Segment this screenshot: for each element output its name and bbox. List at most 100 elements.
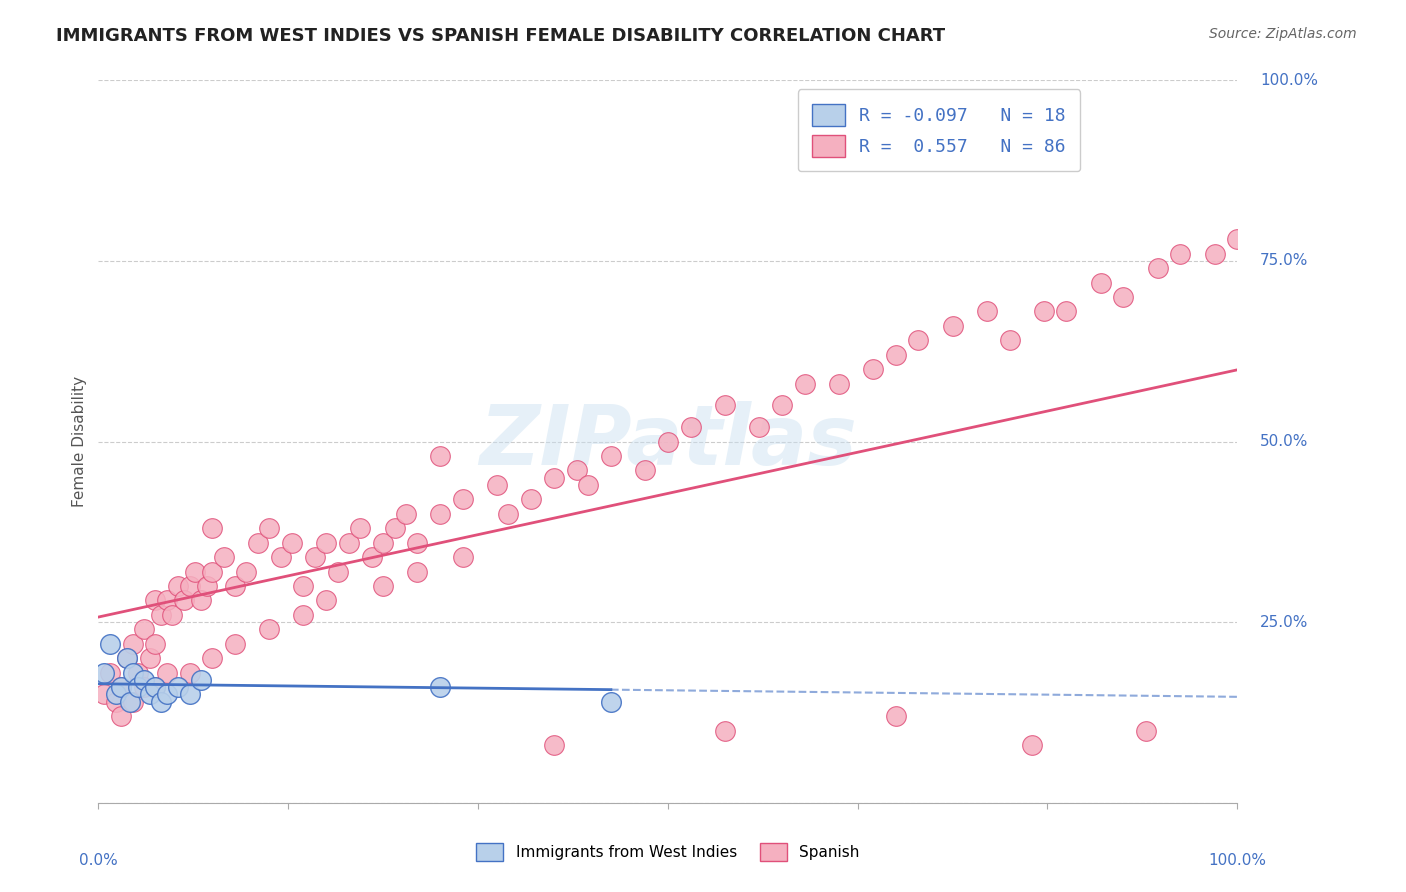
Text: 0.0%: 0.0% — [79, 854, 118, 869]
Point — [167, 680, 190, 694]
Point — [600, 695, 623, 709]
Point — [576, 478, 599, 492]
Point — [201, 521, 224, 535]
Point — [315, 593, 337, 607]
Text: 75.0%: 75.0% — [1260, 253, 1309, 268]
Point — [259, 623, 281, 637]
Point — [498, 507, 520, 521]
Point — [132, 623, 155, 637]
Point — [486, 478, 509, 492]
Point — [600, 449, 623, 463]
Point — [104, 695, 127, 709]
Point — [520, 492, 543, 507]
Point — [714, 723, 737, 738]
Point — [98, 665, 121, 680]
Point — [127, 680, 149, 694]
Point — [93, 665, 115, 680]
Point — [657, 434, 679, 449]
Point — [145, 680, 167, 694]
Point — [115, 651, 138, 665]
Point — [326, 565, 349, 579]
Point — [942, 318, 965, 333]
Point — [201, 565, 224, 579]
Point — [429, 680, 451, 694]
Point — [793, 376, 815, 391]
Point — [828, 376, 851, 391]
Text: 50.0%: 50.0% — [1260, 434, 1309, 449]
Point — [145, 637, 167, 651]
Point — [150, 695, 173, 709]
Point — [1056, 304, 1078, 318]
Point — [406, 565, 429, 579]
Text: 100.0%: 100.0% — [1260, 73, 1317, 87]
Point — [304, 550, 326, 565]
Point — [337, 535, 360, 549]
Point — [884, 709, 907, 723]
Point — [714, 398, 737, 412]
Point — [634, 463, 657, 477]
Text: Source: ZipAtlas.com: Source: ZipAtlas.com — [1209, 27, 1357, 41]
Point — [121, 695, 143, 709]
Point — [132, 673, 155, 687]
Point — [104, 687, 127, 701]
Point — [179, 665, 201, 680]
Point — [195, 579, 218, 593]
Point — [292, 579, 315, 593]
Point — [110, 709, 132, 723]
Point — [748, 420, 770, 434]
Point — [543, 738, 565, 752]
Text: IMMIGRANTS FROM WEST INDIES VS SPANISH FEMALE DISABILITY CORRELATION CHART: IMMIGRANTS FROM WEST INDIES VS SPANISH F… — [56, 27, 945, 45]
Point — [138, 687, 160, 701]
Point — [565, 463, 588, 477]
Point — [884, 348, 907, 362]
Text: 100.0%: 100.0% — [1208, 854, 1267, 869]
Point — [907, 334, 929, 348]
Point — [281, 535, 304, 549]
Point — [190, 593, 212, 607]
Point — [179, 687, 201, 701]
Point — [235, 565, 257, 579]
Point — [184, 565, 207, 579]
Point — [93, 687, 115, 701]
Point — [156, 665, 179, 680]
Point — [190, 673, 212, 687]
Point — [121, 665, 143, 680]
Point — [162, 607, 184, 622]
Point — [384, 521, 406, 535]
Point — [1090, 276, 1112, 290]
Point — [770, 398, 793, 412]
Point — [976, 304, 998, 318]
Point — [1021, 738, 1043, 752]
Point — [395, 507, 418, 521]
Point — [110, 680, 132, 694]
Point — [1226, 232, 1249, 246]
Y-axis label: Female Disability: Female Disability — [72, 376, 87, 508]
Point — [120, 695, 142, 709]
Point — [270, 550, 292, 565]
Point — [127, 665, 149, 680]
Point — [1204, 246, 1226, 260]
Point — [360, 550, 382, 565]
Point — [429, 449, 451, 463]
Point — [451, 492, 474, 507]
Point — [201, 651, 224, 665]
Point — [212, 550, 235, 565]
Point — [371, 535, 394, 549]
Point — [156, 687, 179, 701]
Point — [224, 579, 246, 593]
Point — [1032, 304, 1054, 318]
Point — [150, 607, 173, 622]
Point — [246, 535, 269, 549]
Point — [145, 593, 167, 607]
Point — [1112, 290, 1135, 304]
Point — [259, 521, 281, 535]
Point — [543, 471, 565, 485]
Point — [862, 362, 884, 376]
Point — [115, 651, 138, 665]
Point — [173, 593, 195, 607]
Point — [156, 593, 179, 607]
Point — [349, 521, 371, 535]
Point — [998, 334, 1021, 348]
Point — [110, 680, 132, 694]
Point — [406, 535, 429, 549]
